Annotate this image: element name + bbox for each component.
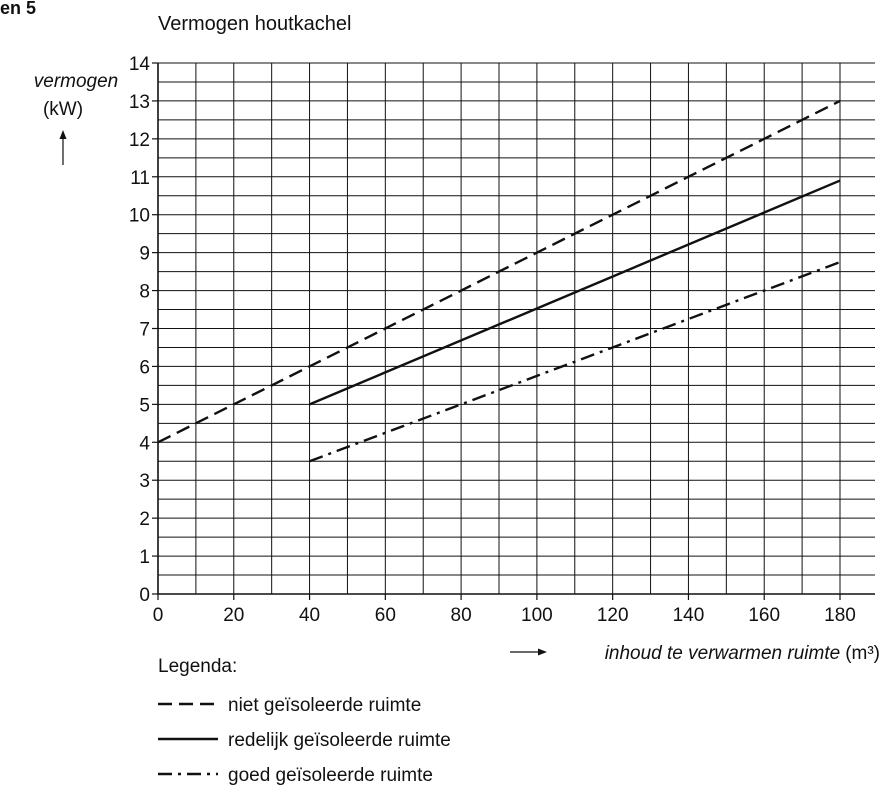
y-tick-label: 5 bbox=[139, 395, 150, 416]
y-tick-label: 6 bbox=[139, 357, 150, 378]
x-tick-label: 20 bbox=[223, 605, 244, 626]
y-tick-label: 12 bbox=[129, 130, 150, 151]
legend-entry-label: goed geïsoleerde ruimte bbox=[228, 765, 433, 786]
y-tick-label: 8 bbox=[139, 282, 150, 303]
x-axis-arrow bbox=[510, 648, 547, 656]
x-tick-labels: 0 20 40 60 80 100 120 140 160 180 bbox=[153, 594, 856, 626]
legend-entry-label: redelijk geïsoleerde ruimte bbox=[228, 730, 451, 751]
x-tick-label: 180 bbox=[824, 605, 856, 626]
y-tick-label: 0 bbox=[139, 585, 150, 606]
series-line-solid bbox=[309, 179, 841, 406]
y-tick-label: 4 bbox=[139, 433, 150, 454]
x-tick-label: 140 bbox=[673, 605, 705, 626]
x-axis-label: inhoud te verwarmen ruimte (m³) bbox=[605, 643, 880, 664]
x-axis-label-unit: (m³) bbox=[845, 643, 880, 664]
series-line-dashed bbox=[157, 99, 841, 444]
y-tick-label: 10 bbox=[129, 206, 150, 227]
x-tick-label: 60 bbox=[375, 605, 396, 626]
y-tick-label: 11 bbox=[130, 168, 150, 189]
x-tick-label: 0 bbox=[153, 605, 164, 626]
x-tick-label: 120 bbox=[597, 605, 629, 626]
legend-entry-label: niet geïsoleerde ruimte bbox=[228, 695, 421, 716]
grid bbox=[157, 62, 875, 595]
y-axis-unit: (kW) bbox=[43, 99, 83, 120]
y-axis-arrow bbox=[59, 130, 67, 165]
y-tick-label: 7 bbox=[139, 320, 150, 341]
legend: niet geïsoleerde ruimte redelijk geïsolee… bbox=[158, 695, 451, 786]
x-tick-label: 100 bbox=[521, 605, 553, 626]
y-tick-label: 2 bbox=[139, 509, 150, 530]
y-tick-label: 13 bbox=[129, 92, 150, 113]
figure-label: en 5 bbox=[0, 0, 36, 18]
x-tick-label: 160 bbox=[748, 605, 780, 626]
y-axis-label: vermogen bbox=[34, 71, 119, 92]
chart-title: Vermogen houtkachel bbox=[158, 13, 351, 35]
y-tick-label: 9 bbox=[139, 244, 150, 265]
legend-title: Legenda: bbox=[158, 656, 237, 677]
x-axis-label-main: inhoud te verwarmen ruimte bbox=[605, 643, 841, 664]
y-tick-label: 1 bbox=[139, 547, 150, 568]
series-line-dashdot bbox=[309, 261, 841, 463]
y-tick-label: 3 bbox=[139, 471, 150, 492]
series-lines bbox=[157, 99, 841, 463]
x-tick-label: 80 bbox=[451, 605, 472, 626]
x-tick-label: 40 bbox=[299, 605, 320, 626]
y-tick-label: 14 bbox=[129, 54, 151, 75]
